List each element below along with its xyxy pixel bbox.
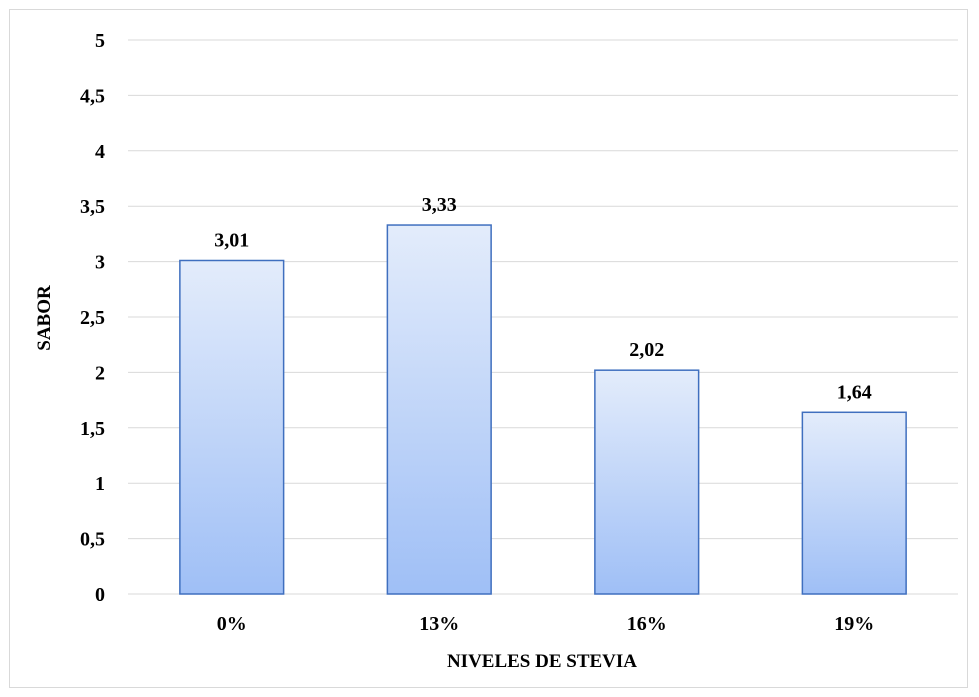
data-labels: 3,01 3,33 2,02 1,64 [214,194,872,403]
y-tick-label: 0,5 [80,529,105,551]
y-tick-label: 3 [95,252,105,274]
x-axis-title: NIVELES DE STEVIA [447,651,637,672]
bar-13-pct [386,224,492,595]
data-label: 1,64 [837,381,872,403]
bar-19-pct [801,411,907,595]
x-axis-ticks: 0% 13% 16% 19% [217,613,875,635]
y-tick-label: 5 [95,30,105,52]
bars [179,224,907,595]
y-tick-label: 4,5 [80,85,105,107]
bar-16-pct [594,369,700,595]
y-tick-label: 0 [95,584,105,606]
y-tick-label: 3,5 [80,196,105,218]
y-tick-label: 1 [95,473,105,495]
x-tick-label: 16% [627,613,667,635]
y-tick-label: 2,5 [80,307,105,329]
y-axis-title: SABOR [34,285,55,351]
y-axis-ticks: 0 0,5 1 1,5 2 2,5 3 3,5 4 4,5 5 [80,30,105,606]
data-label: 3,33 [422,194,457,216]
x-tick-label: 0% [217,613,247,635]
bar-0-pct [179,259,285,595]
data-label: 3,01 [214,229,249,251]
y-tick-label: 4 [95,141,105,163]
x-tick-label: 13% [419,613,459,635]
data-label: 2,02 [629,339,664,361]
y-tick-label: 1,5 [80,418,105,440]
x-tick-label: 19% [834,613,874,635]
y-tick-label: 2 [95,362,105,384]
